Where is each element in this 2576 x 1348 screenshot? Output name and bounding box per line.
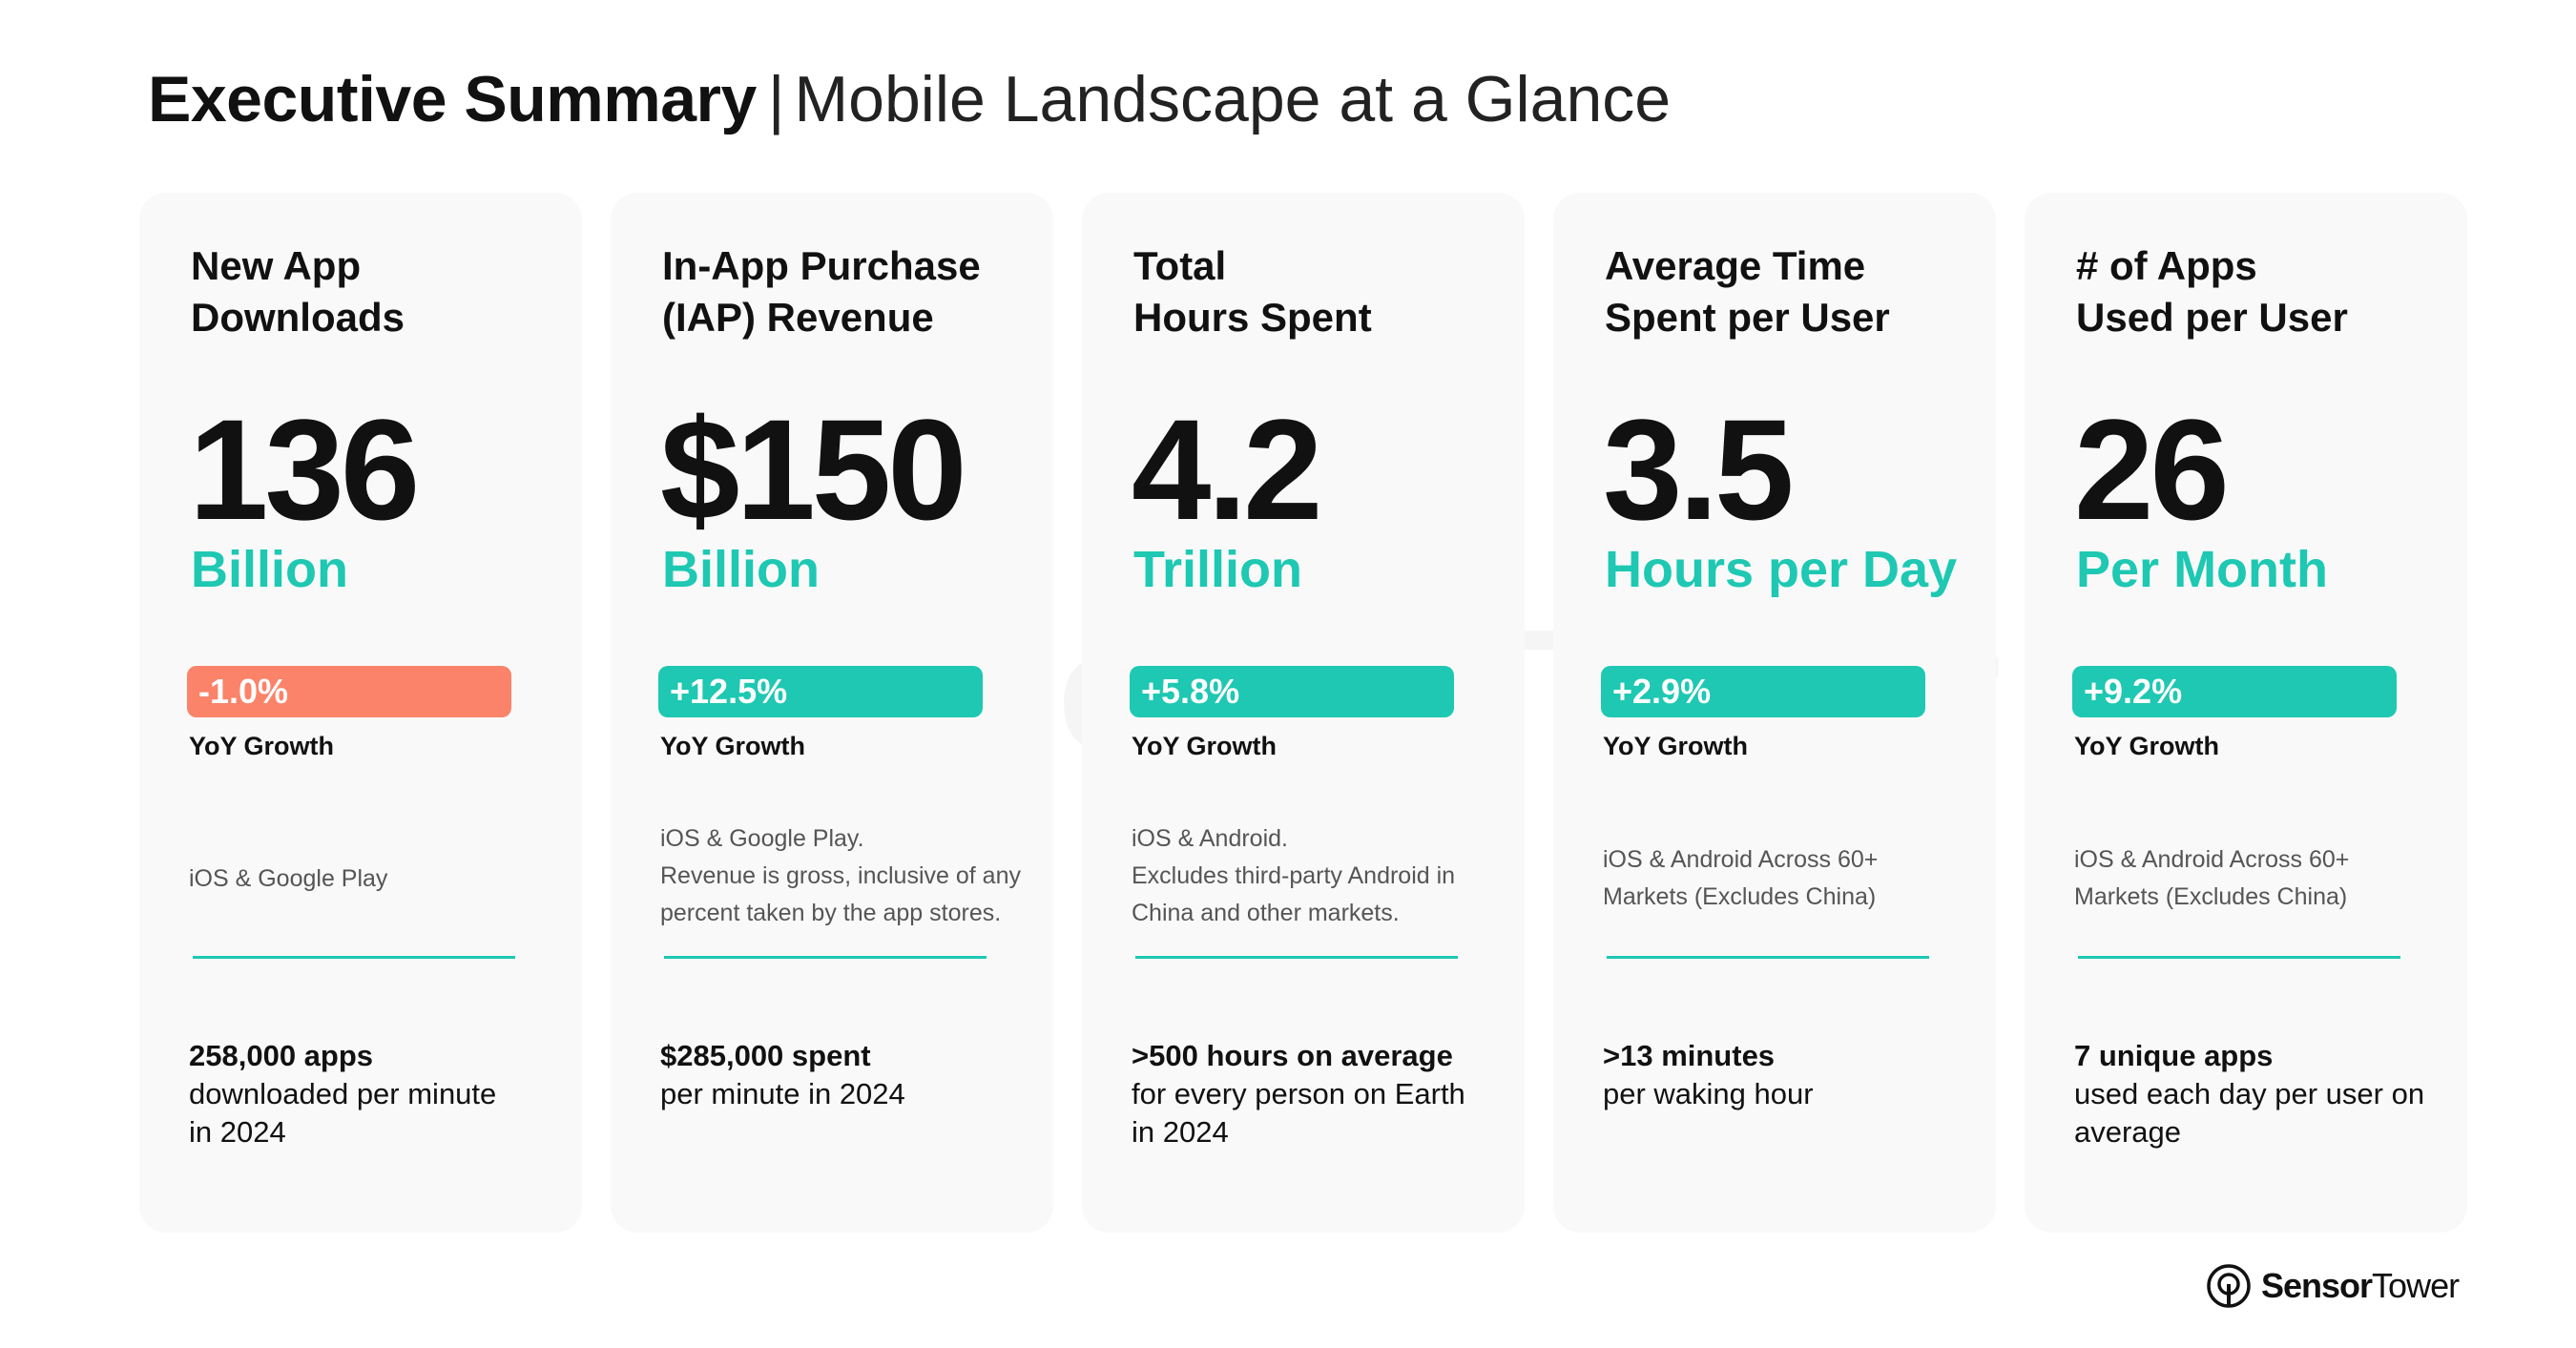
card-value: $150 [660,389,967,550]
yoy-growth-label: YoY Growth [2074,732,2220,760]
title-separator: | [767,63,785,135]
card-unit: Per Month [2076,541,2328,598]
yoy-growth-badge: +9.2% [2072,666,2397,717]
metric-card: # of Apps Used per User 26 Per Month +9.2% Y… [2025,193,2467,1233]
card-divider [1607,956,1929,959]
card-stat-highlight: >500 hours on average [1132,1039,1453,1072]
page-subtitle: Mobile Landscape at a Glance [794,63,1672,135]
card-stat-detail: used each day per user on average [2074,1077,2425,1149]
card-title: Total Hours Spent [1133,243,1372,340]
card-stat: >13 minutes per waking hour [1603,1037,1994,1113]
card-stat-detail: downloaded per minute in 2024 [189,1077,497,1149]
yoy-growth-badge: -1.0% [187,666,511,717]
yoy-growth-badge: +5.8% [1130,666,1454,717]
card-title: Average Time Spent per User [1605,243,1890,340]
yoy-growth-label: YoY Growth [1132,732,1278,760]
card-note: iOS & Google Play. Revenue is gross, inc… [660,825,1021,926]
card-stat-highlight: 258,000 apps [189,1039,374,1072]
card-stat: 258,000 apps downloaded per minute in 202… [189,1037,580,1151]
brand-name: SensorTower [2261,1266,2460,1305]
yoy-growth-label: YoY Growth [1603,732,1749,760]
card-stat-detail: per waking hour [1603,1077,1814,1110]
card-divider [193,956,515,959]
brand-logo: SensorTower [2206,1262,2460,1310]
yoy-growth-label: YoY Growth [189,732,335,760]
card-value: 4.2 [1132,389,1323,550]
card-note: iOS & Android Across 60+ Markets (Exclud… [1603,846,1879,910]
card-stat-highlight: >13 minutes [1603,1039,1776,1072]
yoy-growth-badge: +2.9% [1601,666,1925,717]
card-divider [664,956,987,959]
card-unit: Billion [662,541,820,598]
card-title: # of Apps Used per User [2076,243,2348,340]
sensor-tower-logo-icon [2207,1264,2251,1308]
card-stat: $285,000 spent per minute in 2024 [660,1037,1051,1113]
page-title: Executive Summary | Mobile Landscape at a … [148,59,1671,139]
metric-card: In-App Purchase (IAP) Revenue $150 Billion… [611,193,1053,1233]
yoy-growth-label: YoY Growth [660,732,806,760]
card-stat-highlight: 7 unique apps [2074,1039,2274,1072]
card-divider [2078,956,2400,959]
metric-card: Average Time Spent per User 3.5 Hours per … [1553,193,1996,1233]
card-unit: Hours per Day [1605,541,1958,598]
card-unit: Billion [191,541,348,598]
card-note: iOS & Android Across 60+ Markets (Exclud… [2074,846,2350,910]
card-value: 136 [189,389,420,550]
yoy-growth-badge: +12.5% [658,666,983,717]
card-value: 26 [2074,389,2230,550]
card-stat: >500 hours on average for every person on… [1132,1037,1523,1151]
metric-card: New App Downloads 136 Billion -1.0% YoY Grow… [139,193,582,1233]
page-title-bold: Executive Summary [148,63,757,135]
card-stat: 7 unique apps used each day per user on a… [2074,1037,2465,1151]
card-stat-detail: for every person on Earth in 2024 [1132,1077,1465,1149]
card-note: iOS & Google Play [189,865,388,892]
card-stat-detail: per minute in 2024 [660,1077,905,1110]
metric-card: Total Hours Spent 4.2 Trillion +5.8% YoY Gro… [1082,193,1525,1233]
card-stat-highlight: $285,000 spent [660,1039,871,1072]
card-unit: Trillion [1133,541,1303,598]
card-title: In-App Purchase (IAP) Revenue [662,243,981,340]
card-title: New App Downloads [191,243,405,340]
card-note: iOS & Android. Excludes third-party Andr… [1132,825,1456,926]
card-divider [1135,956,1458,959]
card-value: 3.5 [1603,389,1795,550]
